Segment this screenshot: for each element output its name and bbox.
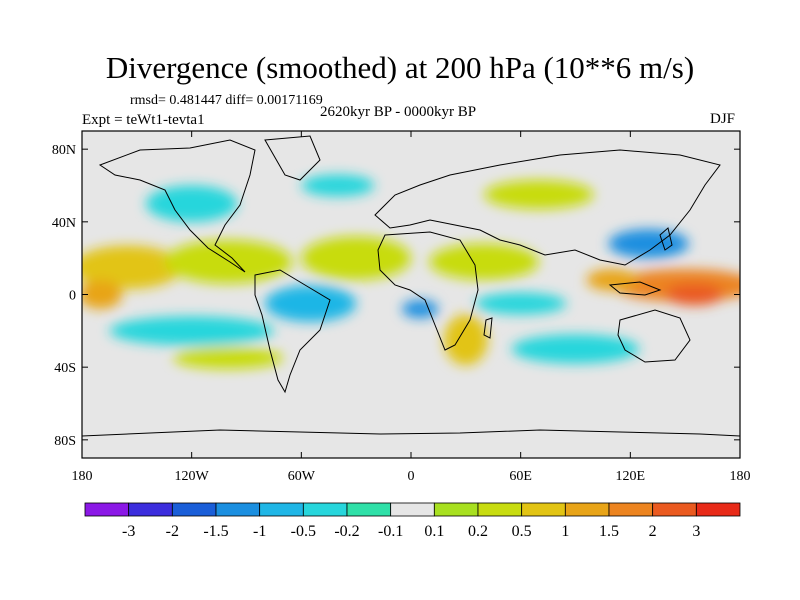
field-region	[145, 185, 238, 222]
longitude-ticks: 180 120W 60W 0 60E 120E 180	[72, 131, 751, 484]
field-region	[82, 245, 183, 290]
lat-tick-label: 40S	[54, 361, 76, 376]
lat-tick-label: 80N	[52, 143, 76, 158]
colorbar-swatch	[215, 502, 261, 517]
lat-tick-label: 40N	[52, 216, 76, 231]
colorbar-swatch	[564, 502, 610, 517]
coast-indonesia	[608, 281, 662, 296]
colorbar-label: -3	[122, 523, 135, 540]
colorbar-label: 0.2	[468, 523, 488, 540]
divergence-field	[82, 174, 740, 369]
field-region	[164, 239, 293, 284]
latitude-ticks: 80N 40N 0 40S 80S	[52, 143, 740, 449]
colorbar-label: -2	[166, 523, 179, 540]
field-region	[301, 236, 411, 280]
lat-tick-label: 80S	[54, 434, 76, 449]
colorbar-label: 1	[561, 523, 569, 540]
colorbar-swatch	[302, 502, 348, 517]
colorbar-swatch	[521, 502, 566, 517]
colorbar-label: 2	[649, 523, 657, 540]
colorbar-label: 3	[692, 523, 700, 540]
colorbar-swatch	[390, 502, 435, 517]
period-subtitle: 2620kyr BP - 0000kyr BP	[320, 104, 477, 120]
coast-eurasia	[374, 149, 721, 266]
colorbar-swatch	[477, 502, 523, 517]
coast-south-america	[254, 269, 331, 394]
colorbar-swatch	[652, 502, 697, 517]
colorbar-swatch	[346, 502, 392, 517]
coast-greenland	[264, 135, 321, 181]
field-region	[109, 316, 274, 346]
lon-tick-label: 180	[72, 469, 93, 484]
colorbar-swatch	[171, 502, 217, 517]
coast-antarctica	[82, 429, 740, 437]
stats-subtitle: rmsd= 0.481447 diff= 0.00171169	[130, 93, 323, 108]
lon-tick-label: 0	[408, 469, 415, 484]
field-region	[301, 174, 375, 197]
field-region	[429, 243, 539, 280]
field-region	[443, 314, 488, 366]
experiment-label: Expt = teWt1-tevta1	[82, 112, 205, 128]
colorbar-swatch	[259, 502, 304, 517]
field-region	[82, 279, 123, 310]
lon-tick-label: 60W	[288, 469, 316, 484]
lon-tick-label: 180	[730, 469, 751, 484]
colorbar-swatch	[695, 502, 741, 517]
colorbar-label: -1	[253, 523, 266, 540]
colorbar-swatch	[84, 502, 130, 517]
lon-tick-label: 120E	[616, 469, 646, 484]
colorbar-swatch	[433, 502, 479, 517]
field-region	[665, 283, 724, 306]
chart-title: Divergence (smoothed) at 200 hPa (10**6 …	[105, 50, 695, 85]
coast-australia	[617, 309, 691, 363]
coastlines	[82, 135, 740, 437]
coast-japan	[659, 227, 673, 251]
colorbar-label: 0.1	[424, 523, 444, 540]
field-region	[474, 292, 567, 315]
colorbar: -3 -2 -1.5 -1 -0.5 -0.2 -0.1 0.1 0.2 0.5 1 1.5 2 3	[84, 502, 741, 540]
field-region	[586, 269, 638, 291]
field-region	[608, 229, 689, 259]
colorbar-label: -0.2	[334, 523, 359, 540]
colorbar-label: -0.5	[291, 523, 316, 540]
season-label: DJF	[710, 111, 736, 127]
lon-tick-label: 120W	[175, 469, 210, 484]
colorbar-swatch	[128, 502, 173, 517]
colorbar-label: -0.1	[378, 523, 403, 540]
field-region	[401, 299, 439, 319]
coast-madagascar	[483, 317, 493, 339]
field-region	[511, 334, 640, 364]
lon-tick-label: 60E	[509, 469, 532, 484]
colorbar-label: -1.5	[203, 523, 228, 540]
colorbar-swatch	[608, 502, 654, 517]
coast-north-america	[98, 139, 256, 273]
field-region	[264, 285, 357, 322]
lat-tick-label: 0	[69, 289, 76, 304]
field-region	[173, 347, 284, 369]
colorbar-label: 0.5	[512, 523, 532, 540]
field-region	[484, 180, 594, 210]
colorbar-label: 1.5	[599, 523, 619, 540]
coast-africa	[377, 231, 479, 351]
